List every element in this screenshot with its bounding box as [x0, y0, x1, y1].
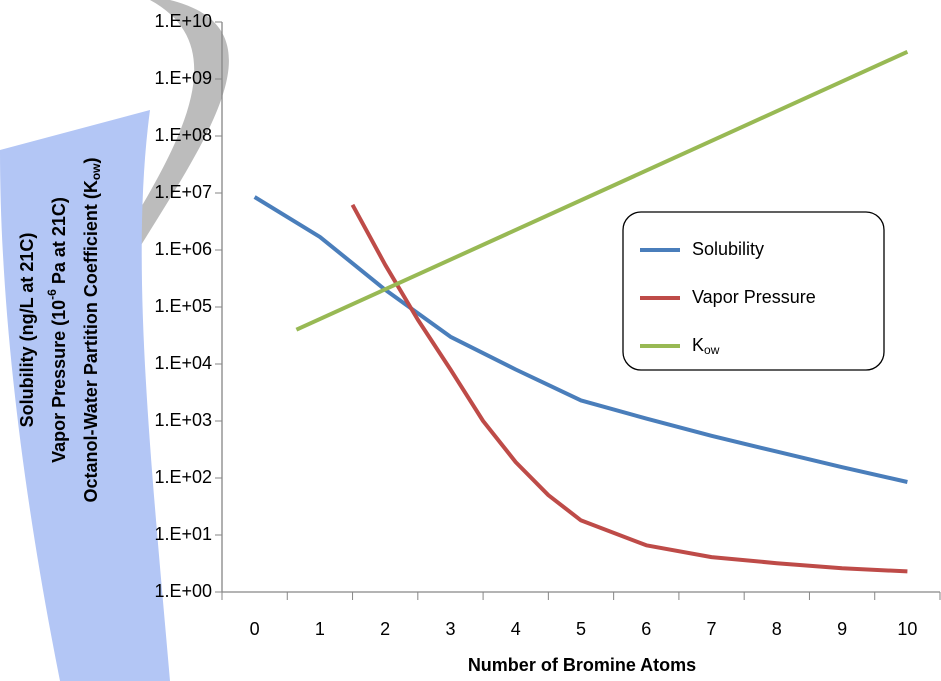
legend-label: Solubility: [692, 239, 764, 259]
y-tick-label: 1.E+03: [154, 410, 212, 430]
legend-label: Vapor Pressure: [692, 287, 816, 307]
x-tick-label: 9: [837, 619, 847, 639]
x-tick-label: 5: [576, 619, 586, 639]
x-tick-label: 7: [707, 619, 717, 639]
y-tick-label: 1.E+09: [154, 68, 212, 88]
page: {"chart_data": { "type": "line", "x_labe…: [0, 0, 941, 681]
text-segment: Vapor Pressure (10: [49, 300, 69, 463]
text-segment: Solubility: [692, 239, 764, 259]
x-tick-label: 0: [250, 619, 260, 639]
text-segment: Pa at 21C): [49, 197, 69, 289]
x-tick-label: 3: [445, 619, 455, 639]
y-tick-label: 1.E+05: [154, 296, 212, 316]
x-tick-label: 10: [897, 619, 917, 639]
legend: Solubility Vapor Pressure Kow: [623, 212, 884, 370]
y-axis-label-line: Vapor Pressure (10-6 Pa at 21C): [45, 197, 69, 463]
y-tick-label: 1.E+10: [154, 11, 212, 31]
text-segment: K: [692, 335, 704, 355]
text-segment: Solubility (ng/L at 21C): [17, 233, 37, 428]
x-tick-label: 4: [511, 619, 521, 639]
text-segment: ow: [89, 163, 103, 180]
y-axis-label-line: Octanol-Water Partition Coefficient (Kow…: [81, 157, 103, 502]
x-tick-label: 1: [315, 619, 325, 639]
chart: Number of Bromine Atoms Solubility (ng/L…: [0, 0, 941, 681]
x-tick-label: 6: [641, 619, 651, 639]
y-tick-label: 1.E+07: [154, 182, 212, 202]
text-segment: Vapor Pressure: [692, 287, 816, 307]
y-tick-label: 1.E+08: [154, 125, 212, 145]
text-segment: ow: [704, 343, 720, 357]
y-tick-label: 1.E+01: [154, 524, 212, 544]
y-tick-label: 1.E+00: [154, 581, 212, 601]
y-tick-label: 1.E+04: [154, 353, 212, 373]
x-axis-label: Number of Bromine Atoms: [468, 655, 696, 675]
y-tick-label: 1.E+06: [154, 239, 212, 259]
text-segment: ): [81, 157, 101, 163]
y-tick-label: 1.E+02: [154, 467, 212, 487]
x-tick-label: 2: [380, 619, 390, 639]
text-segment: -6: [45, 289, 59, 300]
text-segment: Octanol-Water Partition Coefficient (K: [81, 180, 101, 502]
x-tick-label: 8: [772, 619, 782, 639]
y-axis-label-line: Solubility (ng/L at 21C): [17, 233, 37, 428]
